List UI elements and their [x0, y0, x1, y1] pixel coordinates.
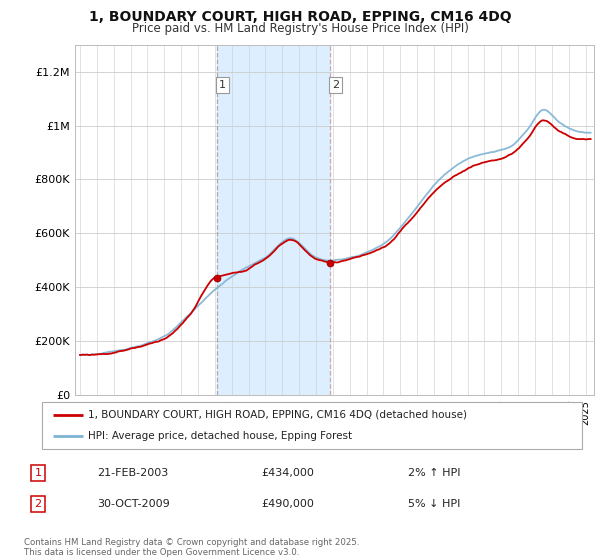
- Text: 21-FEB-2003: 21-FEB-2003: [97, 468, 169, 478]
- Text: 1: 1: [35, 468, 41, 478]
- Text: 1: 1: [219, 80, 226, 90]
- Text: 30-OCT-2009: 30-OCT-2009: [97, 499, 170, 509]
- Text: 1, BOUNDARY COURT, HIGH ROAD, EPPING, CM16 4DQ (detached house): 1, BOUNDARY COURT, HIGH ROAD, EPPING, CM…: [88, 410, 467, 420]
- Text: 1, BOUNDARY COURT, HIGH ROAD, EPPING, CM16 4DQ: 1, BOUNDARY COURT, HIGH ROAD, EPPING, CM…: [89, 10, 511, 24]
- Text: 2: 2: [332, 80, 339, 90]
- Text: Price paid vs. HM Land Registry's House Price Index (HPI): Price paid vs. HM Land Registry's House …: [131, 22, 469, 35]
- Text: Contains HM Land Registry data © Crown copyright and database right 2025.
This d: Contains HM Land Registry data © Crown c…: [24, 538, 359, 557]
- Text: 5% ↓ HPI: 5% ↓ HPI: [407, 499, 460, 509]
- Text: 2: 2: [35, 499, 41, 509]
- Text: HPI: Average price, detached house, Epping Forest: HPI: Average price, detached house, Eppi…: [88, 431, 352, 441]
- FancyBboxPatch shape: [42, 402, 582, 449]
- Text: £434,000: £434,000: [261, 468, 314, 478]
- Bar: [217, 45, 330, 395]
- Text: 2% ↑ HPI: 2% ↑ HPI: [407, 468, 460, 478]
- Text: £490,000: £490,000: [261, 499, 314, 509]
